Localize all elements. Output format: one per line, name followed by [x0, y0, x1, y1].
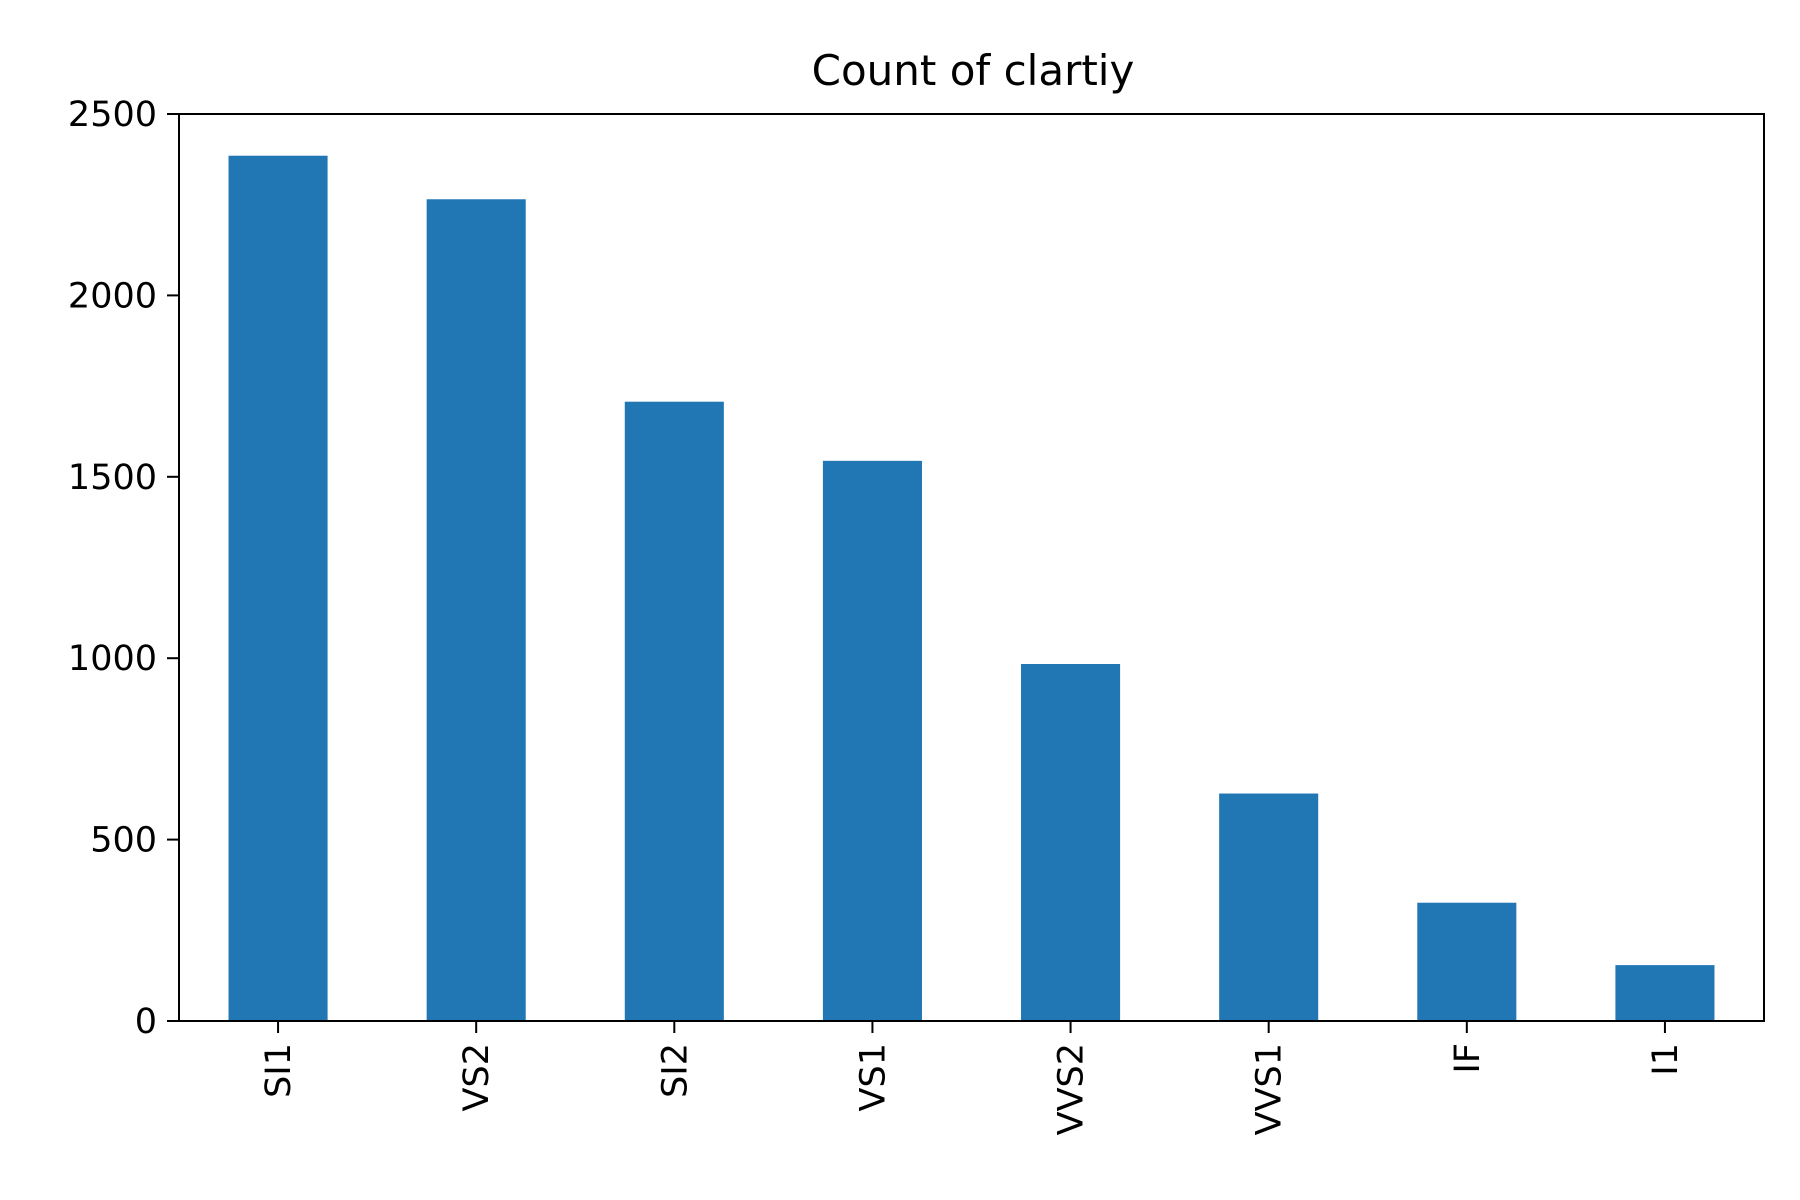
bar-si2: [624, 401, 724, 1021]
chart-title: Count of clartiy: [812, 46, 1135, 95]
x-tick-label: SI1: [259, 1043, 299, 1098]
bar-vs1: [822, 460, 922, 1021]
y-tick-label: 500: [90, 821, 157, 861]
bar-i1: [1615, 965, 1715, 1021]
x-tick-label: VVS1: [1250, 1043, 1290, 1135]
x-tick-label: VS1: [853, 1043, 893, 1111]
plot-frame: [178, 113, 1765, 1022]
bar-vvs2: [1021, 664, 1121, 1021]
bar-vs2: [426, 199, 526, 1021]
y-tick-label: 2500: [68, 95, 157, 135]
x-tick-label: SI2: [655, 1043, 695, 1098]
bars-group: [228, 155, 1715, 1022]
bar-si1: [228, 155, 328, 1022]
bar-if: [1417, 902, 1517, 1021]
y-axis: 0 500 1000 1500 2000 2500: [68, 95, 179, 1042]
y-tick-label: 0: [135, 1002, 157, 1042]
y-tick-label: 2000: [68, 276, 157, 316]
x-tick-label: IF: [1448, 1043, 1488, 1073]
y-tick-label: 1500: [68, 458, 157, 498]
x-tick-label: VS2: [457, 1043, 497, 1111]
bar-vvs1: [1219, 793, 1319, 1021]
x-axis: SI1 VS2 SI2 VS1 VVS2 VVS1 IF I1: [259, 1021, 1686, 1135]
x-tick-label: I1: [1646, 1043, 1686, 1076]
y-tick-label: 1000: [68, 639, 157, 679]
x-tick-label: VVS2: [1052, 1043, 1092, 1135]
